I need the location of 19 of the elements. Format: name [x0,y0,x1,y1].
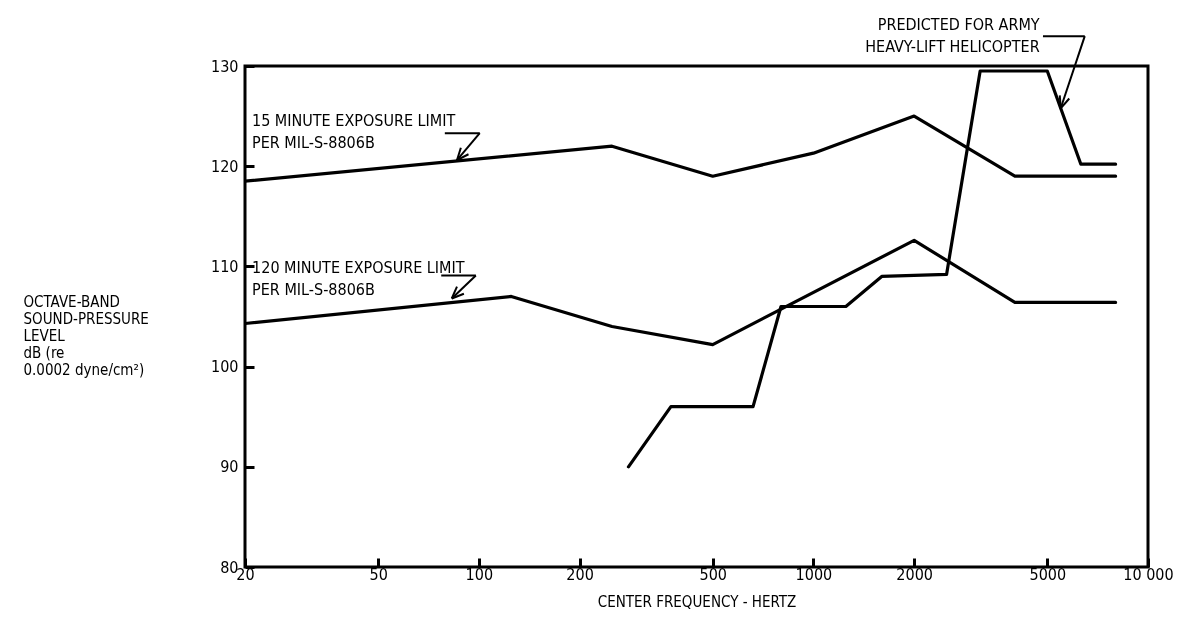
y-tick-label: 100 [211,357,239,377]
x-tick-label: 5000 [1029,564,1067,584]
x-tick-label: 100 [465,564,494,584]
y-axis-title: OCTAVE-BAND SOUND-PRESSURE LEVEL dB (re 0.0002 dyne/cm²) [23,292,149,379]
x-tick-label: 50 [369,564,388,584]
x-tick-label: 1000 [795,564,833,584]
annotation: 15 MINUTE EXPOSURE LIMIT PER MIL-S-8806B [251,111,456,153]
text: PREDICTED FOR ARMY HEAVY-LIFT HELICOPTER [865,15,1040,57]
x-tick-label: 2000 [896,564,933,584]
y-tick-label: 90 [220,457,239,477]
y-tick-label: 130 [211,56,239,76]
annotation: 120 MINUTE EXPOSURE LIMIT PER MIL-S-8806B [252,258,465,300]
x-axis-title: CENTER FREQUENCY - HERTZ [597,592,797,611]
x-tick-label: 10 000 [1123,564,1174,584]
x-tick-label: 500 [699,564,727,584]
y-tick-label: 120 [211,156,239,176]
x-tick-label: 200 [566,564,594,584]
y-tick-label: 80 [220,557,239,577]
y-tick-label: 110 [211,256,239,276]
